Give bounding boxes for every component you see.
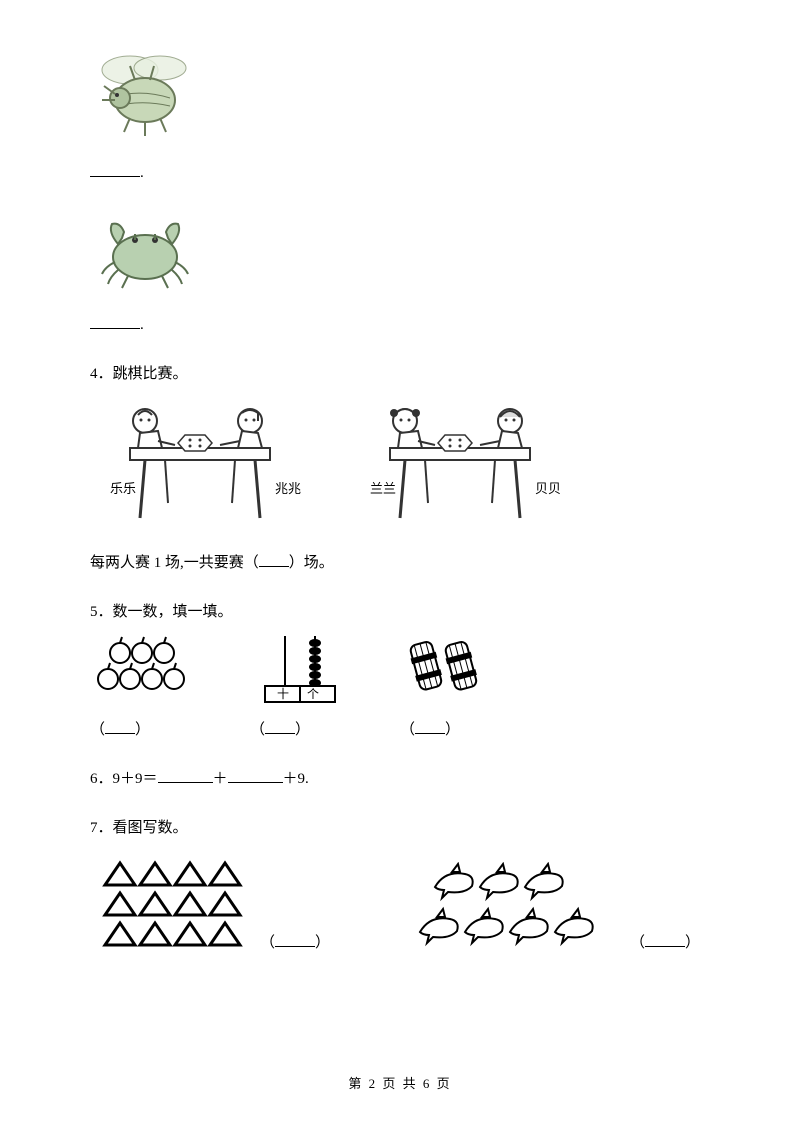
label-lele: 乐乐 (110, 481, 136, 496)
apples-icon (90, 631, 200, 701)
q7-triangles-group: （） (90, 857, 330, 952)
svg-text:十: 十 (277, 687, 289, 701)
q5-blank-2[interactable] (265, 722, 295, 734)
chess-table-1-icon: 乐乐 兆兆 (90, 393, 310, 523)
q5-title: 5．数一数，填一填。 (90, 600, 710, 621)
q6-blank-1[interactable] (158, 769, 213, 783)
period: . (140, 165, 144, 181)
q5-blank-1[interactable] (105, 722, 135, 734)
abacus-icon: 十 个 (255, 631, 345, 706)
q7-blank-1[interactable] (275, 935, 315, 947)
bundles-icon (400, 631, 490, 701)
crab-icon (90, 212, 200, 292)
q3-crab-blank[interactable]: . (90, 315, 710, 334)
q5-images: 十 个 (90, 631, 710, 706)
q4-title: 4．跳棋比赛。 (90, 362, 710, 383)
q7-blank-2[interactable] (645, 935, 685, 947)
chess-table-2-icon: 兰兰 贝贝 (350, 393, 570, 523)
q6-text: 6．9＋9＝＋＋9. (90, 767, 710, 788)
label-lanlan: 兰兰 (370, 481, 396, 496)
q3-crab-figure (90, 212, 710, 297)
svg-text:个: 个 (307, 687, 319, 701)
q6-blank-2[interactable] (228, 769, 283, 783)
q4-images: 乐乐 兆兆 兰兰 贝贝 (90, 393, 710, 523)
q7-title: 7．看图写数。 (90, 816, 710, 837)
q7-images: （） (90, 857, 710, 952)
period: . (140, 317, 144, 333)
triangles-icon (90, 857, 260, 952)
q7-dolphins-group: （） (410, 862, 700, 952)
dolphins-icon (410, 862, 630, 952)
fly-icon (90, 50, 200, 140)
q3-fly-blank[interactable]: . (90, 163, 710, 182)
q4-blank[interactable] (259, 555, 289, 567)
label-beibei: 贝贝 (535, 481, 561, 496)
q4-text: 每两人赛 1 场,一共要赛（）场。 (90, 551, 710, 572)
q5-answers: （） （） （） (90, 718, 710, 739)
page-footer: 第 2 页 共 6 页 (0, 1073, 800, 1092)
q5-blank-3[interactable] (415, 722, 445, 734)
q3-fly-figure (90, 50, 710, 145)
label-zhaozhao: 兆兆 (275, 481, 301, 496)
